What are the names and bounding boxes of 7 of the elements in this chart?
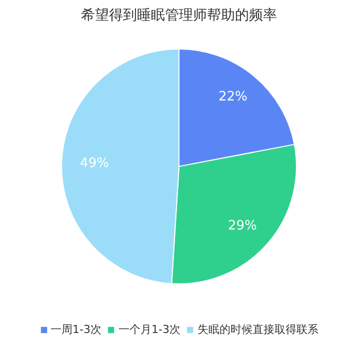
- chart-title: 希望得到睡眠管理师帮助的频率: [81, 8, 277, 24]
- data-label: 49%: [80, 156, 109, 172]
- legend-label: 一个月1-3次: [118, 322, 180, 337]
- legend-label: 一周1-3次: [50, 322, 102, 337]
- data-label: 29%: [228, 218, 257, 234]
- data-label: 22%: [218, 89, 248, 104]
- legend-label: 失眠的时候直接取得联系: [197, 322, 318, 337]
